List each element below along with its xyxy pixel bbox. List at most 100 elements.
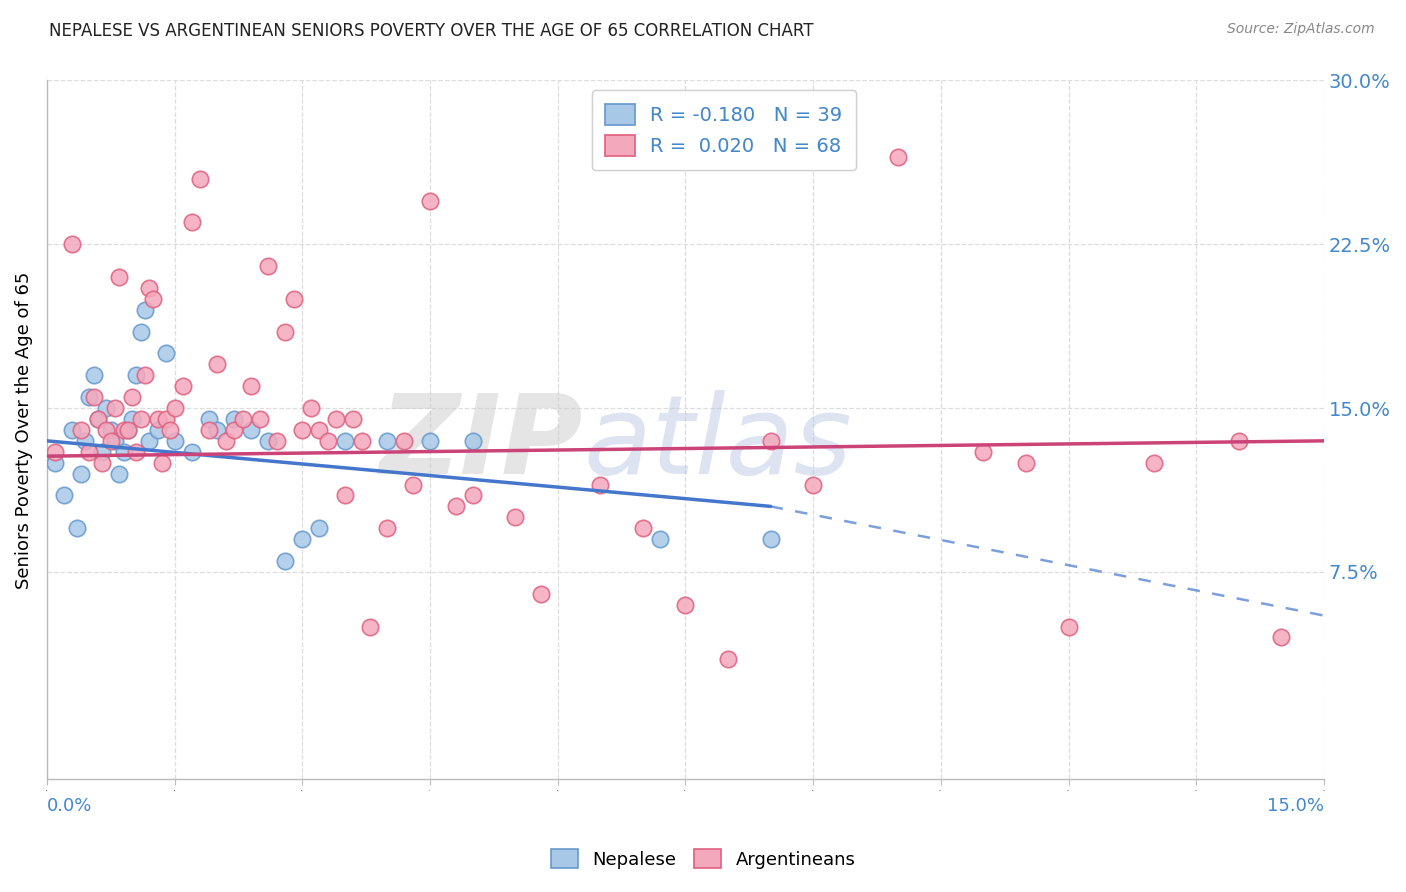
Point <box>224 423 246 437</box>
Point <box>117 423 139 437</box>
Point <box>972 444 994 458</box>
Point <box>1057 619 1080 633</box>
Point <box>394 434 416 448</box>
Point <box>333 434 356 448</box>
Point <box>274 325 297 339</box>
Point <box>108 270 131 285</box>
Point <box>44 444 66 458</box>
Text: 15.0%: 15.0% <box>1267 797 1324 815</box>
Point <box>759 434 782 448</box>
Point <box>291 423 314 437</box>
Point <box>887 150 910 164</box>
Y-axis label: Seniors Poverty Over the Age of 65: Seniors Poverty Over the Age of 65 <box>15 271 32 589</box>
Point <box>419 194 441 208</box>
Point <box>316 434 339 448</box>
Point <box>104 434 127 448</box>
Point <box>589 477 612 491</box>
Point <box>155 346 177 360</box>
Point <box>325 412 347 426</box>
Point <box>180 215 202 229</box>
Point <box>675 598 697 612</box>
Point <box>240 423 263 437</box>
Point <box>172 379 194 393</box>
Point <box>112 444 135 458</box>
Point <box>232 412 254 426</box>
Text: atlas: atlas <box>583 391 852 498</box>
Point <box>257 434 280 448</box>
Legend: R = -0.180   N = 39, R =  0.020   N = 68: R = -0.180 N = 39, R = 0.020 N = 68 <box>592 90 856 169</box>
Point <box>70 467 93 481</box>
Point <box>62 423 84 437</box>
Point <box>205 358 228 372</box>
Legend: Nepalese, Argentineans: Nepalese, Argentineans <box>543 842 863 876</box>
Point <box>402 477 425 491</box>
Point <box>155 412 177 426</box>
Text: 0.0%: 0.0% <box>46 797 93 815</box>
Point <box>96 423 118 437</box>
Point <box>117 423 139 437</box>
Text: Source: ZipAtlas.com: Source: ZipAtlas.com <box>1227 22 1375 37</box>
Point <box>308 423 330 437</box>
Point <box>503 510 526 524</box>
Point <box>79 390 101 404</box>
Point <box>70 423 93 437</box>
Point <box>1143 456 1166 470</box>
Point <box>759 532 782 546</box>
Point <box>530 587 553 601</box>
Point <box>129 412 152 426</box>
Point <box>419 434 441 448</box>
Point <box>249 412 271 426</box>
Point <box>52 488 75 502</box>
Point <box>299 401 322 416</box>
Point <box>197 412 219 426</box>
Point <box>240 379 263 393</box>
Point <box>205 423 228 437</box>
Point <box>648 532 671 546</box>
Point <box>91 444 114 458</box>
Point <box>108 467 131 481</box>
Text: ZIP: ZIP <box>380 391 583 498</box>
Point <box>83 390 105 404</box>
Point <box>44 456 66 470</box>
Point <box>66 521 89 535</box>
Point <box>87 412 110 426</box>
Point <box>801 477 824 491</box>
Point <box>125 444 148 458</box>
Point <box>146 412 169 426</box>
Point <box>444 500 467 514</box>
Point <box>150 456 173 470</box>
Point <box>146 423 169 437</box>
Point <box>717 652 740 666</box>
Text: NEPALESE VS ARGENTINEAN SENIORS POVERTY OVER THE AGE OF 65 CORRELATION CHART: NEPALESE VS ARGENTINEAN SENIORS POVERTY … <box>49 22 814 40</box>
Point <box>1015 456 1038 470</box>
Point <box>121 390 143 404</box>
Point <box>79 444 101 458</box>
Point <box>350 434 373 448</box>
Point <box>104 401 127 416</box>
Point <box>274 554 297 568</box>
Point <box>159 423 181 437</box>
Point <box>129 325 152 339</box>
Point <box>87 412 110 426</box>
Point <box>125 368 148 383</box>
Point <box>461 434 484 448</box>
Point <box>180 444 202 458</box>
Point <box>100 423 122 437</box>
Point <box>75 434 97 448</box>
Point <box>188 171 211 186</box>
Point <box>333 488 356 502</box>
Point <box>100 434 122 448</box>
Point <box>163 401 186 416</box>
Point <box>134 368 156 383</box>
Point <box>112 423 135 437</box>
Point <box>91 456 114 470</box>
Point <box>62 237 84 252</box>
Point <box>142 292 165 306</box>
Point <box>257 259 280 273</box>
Point <box>291 532 314 546</box>
Point <box>83 368 105 383</box>
Point <box>377 521 399 535</box>
Point <box>266 434 288 448</box>
Point <box>461 488 484 502</box>
Point <box>283 292 305 306</box>
